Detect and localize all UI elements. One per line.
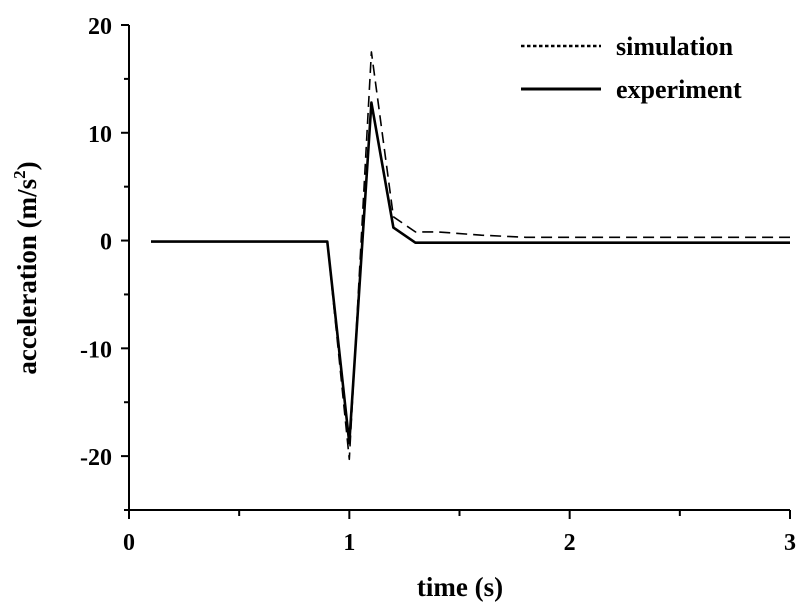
legend-label-simulation: simulation bbox=[616, 32, 734, 61]
x-axis-title: time (s) bbox=[417, 572, 503, 602]
y-axis-title: acceleration (m/s2) bbox=[10, 161, 42, 374]
x-tick-label: 1 bbox=[343, 530, 355, 556]
x-tick-label: 3 bbox=[784, 530, 796, 556]
legend: simulation experiment bbox=[521, 32, 742, 104]
y-axis-title-main: acceleration (m/s bbox=[12, 179, 42, 375]
y-tick-label: -10 bbox=[80, 337, 112, 363]
x-tick-label: 2 bbox=[564, 530, 576, 556]
y-axis-title-superscript: 2 bbox=[10, 170, 29, 179]
y-tick-label: 0 bbox=[100, 230, 112, 256]
series-line-simulation bbox=[151, 51, 790, 461]
ticks-layer: 20 10 0 -10 -20 0 1 2 3 bbox=[80, 14, 796, 556]
x-tick-label: 0 bbox=[123, 530, 135, 556]
y-tick-label: 10 bbox=[88, 122, 112, 148]
legend-label-experiment: experiment bbox=[616, 75, 742, 104]
series-line-experiment bbox=[151, 101, 790, 445]
series-layer bbox=[151, 51, 790, 461]
y-tick-label: 20 bbox=[88, 14, 112, 40]
y-tick-label: -20 bbox=[80, 445, 112, 471]
y-axis-title-suffix: ) bbox=[12, 161, 42, 170]
